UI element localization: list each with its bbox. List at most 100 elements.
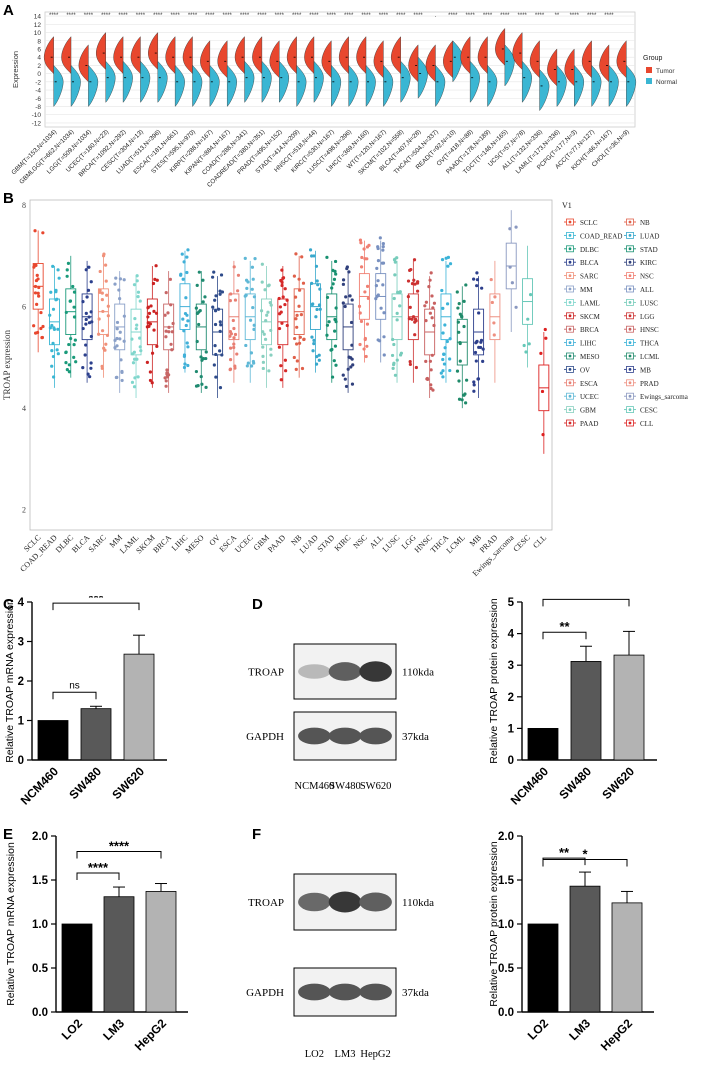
data-point — [298, 335, 302, 339]
data-point — [245, 286, 249, 291]
significance-label: **** — [448, 13, 458, 19]
significance-label: **** — [205, 13, 215, 19]
significance-label: **** — [66, 13, 76, 19]
significance-label: **** — [309, 13, 319, 19]
violin-normal — [435, 64, 446, 107]
data-point — [300, 366, 305, 371]
data-point — [443, 323, 447, 327]
data-point — [56, 352, 60, 356]
data-point — [428, 311, 432, 315]
data-point — [131, 361, 136, 365]
data-point — [277, 296, 281, 301]
data-point — [524, 350, 528, 354]
data-point — [334, 320, 338, 324]
x-tick-label: NCM460 — [508, 764, 552, 808]
data-point — [297, 304, 301, 308]
data-point — [51, 307, 56, 311]
data-point — [248, 318, 253, 322]
x-tick-label: HepG2 — [598, 1016, 635, 1053]
data-point — [114, 276, 118, 280]
data-point — [392, 258, 397, 262]
significance-label: **** — [396, 13, 406, 19]
data-point — [101, 309, 105, 314]
data-point — [71, 284, 75, 289]
data-point — [118, 337, 122, 341]
blot-band — [298, 727, 331, 745]
significance-label: **** — [361, 13, 371, 19]
data-point — [117, 288, 121, 292]
data-point — [295, 342, 299, 346]
violin-tumor — [599, 44, 610, 83]
data-point — [57, 276, 61, 280]
data-point — [312, 342, 316, 346]
legend-label: KIRC — [640, 259, 657, 267]
violin-tumor — [217, 40, 228, 79]
data-point — [87, 265, 91, 269]
data-point — [218, 349, 222, 353]
data-point — [84, 268, 88, 272]
data-point — [197, 322, 201, 327]
data-point — [446, 264, 450, 268]
violin-normal — [504, 44, 515, 87]
data-point — [122, 314, 126, 318]
violin-tumor — [477, 36, 488, 75]
data-point — [135, 357, 139, 361]
data-point — [120, 369, 124, 374]
significance-bracket — [52, 602, 140, 611]
data-point — [428, 278, 432, 282]
data-point — [410, 282, 415, 286]
legend-key-dot — [628, 301, 632, 304]
legend-label: BLCA — [580, 259, 599, 267]
data-point — [50, 364, 54, 368]
data-point — [250, 287, 254, 291]
legend-label: MM — [580, 286, 593, 294]
bar — [569, 885, 601, 1013]
data-point — [472, 383, 476, 387]
data-point — [381, 261, 386, 265]
violin-tumor — [61, 36, 72, 75]
data-point — [65, 268, 69, 272]
significance-label: **** — [413, 13, 423, 19]
legend-label: GBM — [580, 407, 597, 415]
data-point — [376, 279, 380, 283]
data-point — [358, 238, 363, 242]
data-point — [280, 268, 284, 272]
legend-label: HNSC — [640, 326, 659, 334]
data-point — [64, 350, 68, 355]
legend-key-dot — [568, 301, 572, 304]
y-tick-label: 4 — [37, 55, 41, 62]
data-point — [293, 295, 298, 299]
data-point — [412, 278, 416, 282]
data-point — [481, 347, 485, 351]
x-tick-label: SW480 — [66, 764, 104, 802]
data-point — [199, 355, 203, 359]
data-point — [392, 342, 396, 347]
data-point — [279, 364, 283, 368]
data-point — [261, 360, 265, 364]
data-point — [214, 375, 218, 379]
data-point — [493, 295, 497, 299]
data-point — [346, 367, 350, 371]
data-point — [526, 317, 530, 321]
data-point — [299, 313, 304, 317]
data-point — [212, 270, 216, 274]
data-point — [65, 368, 69, 372]
data-point — [164, 335, 168, 339]
panel-label-b: B — [3, 190, 14, 207]
y-tick-label: 2.0 — [498, 831, 514, 843]
violin-tumor — [338, 36, 349, 75]
data-point — [460, 314, 464, 318]
data-point — [480, 286, 484, 290]
data-point — [462, 324, 466, 329]
data-point — [218, 289, 222, 293]
data-point — [228, 346, 233, 350]
blot-lane-label: LO2 — [305, 1049, 324, 1060]
data-point — [213, 344, 217, 348]
data-point — [392, 361, 396, 365]
blot-band — [359, 727, 392, 745]
data-point — [266, 310, 270, 314]
data-point — [343, 377, 347, 381]
data-point — [441, 369, 445, 373]
data-point — [413, 317, 418, 321]
data-point — [204, 350, 208, 354]
